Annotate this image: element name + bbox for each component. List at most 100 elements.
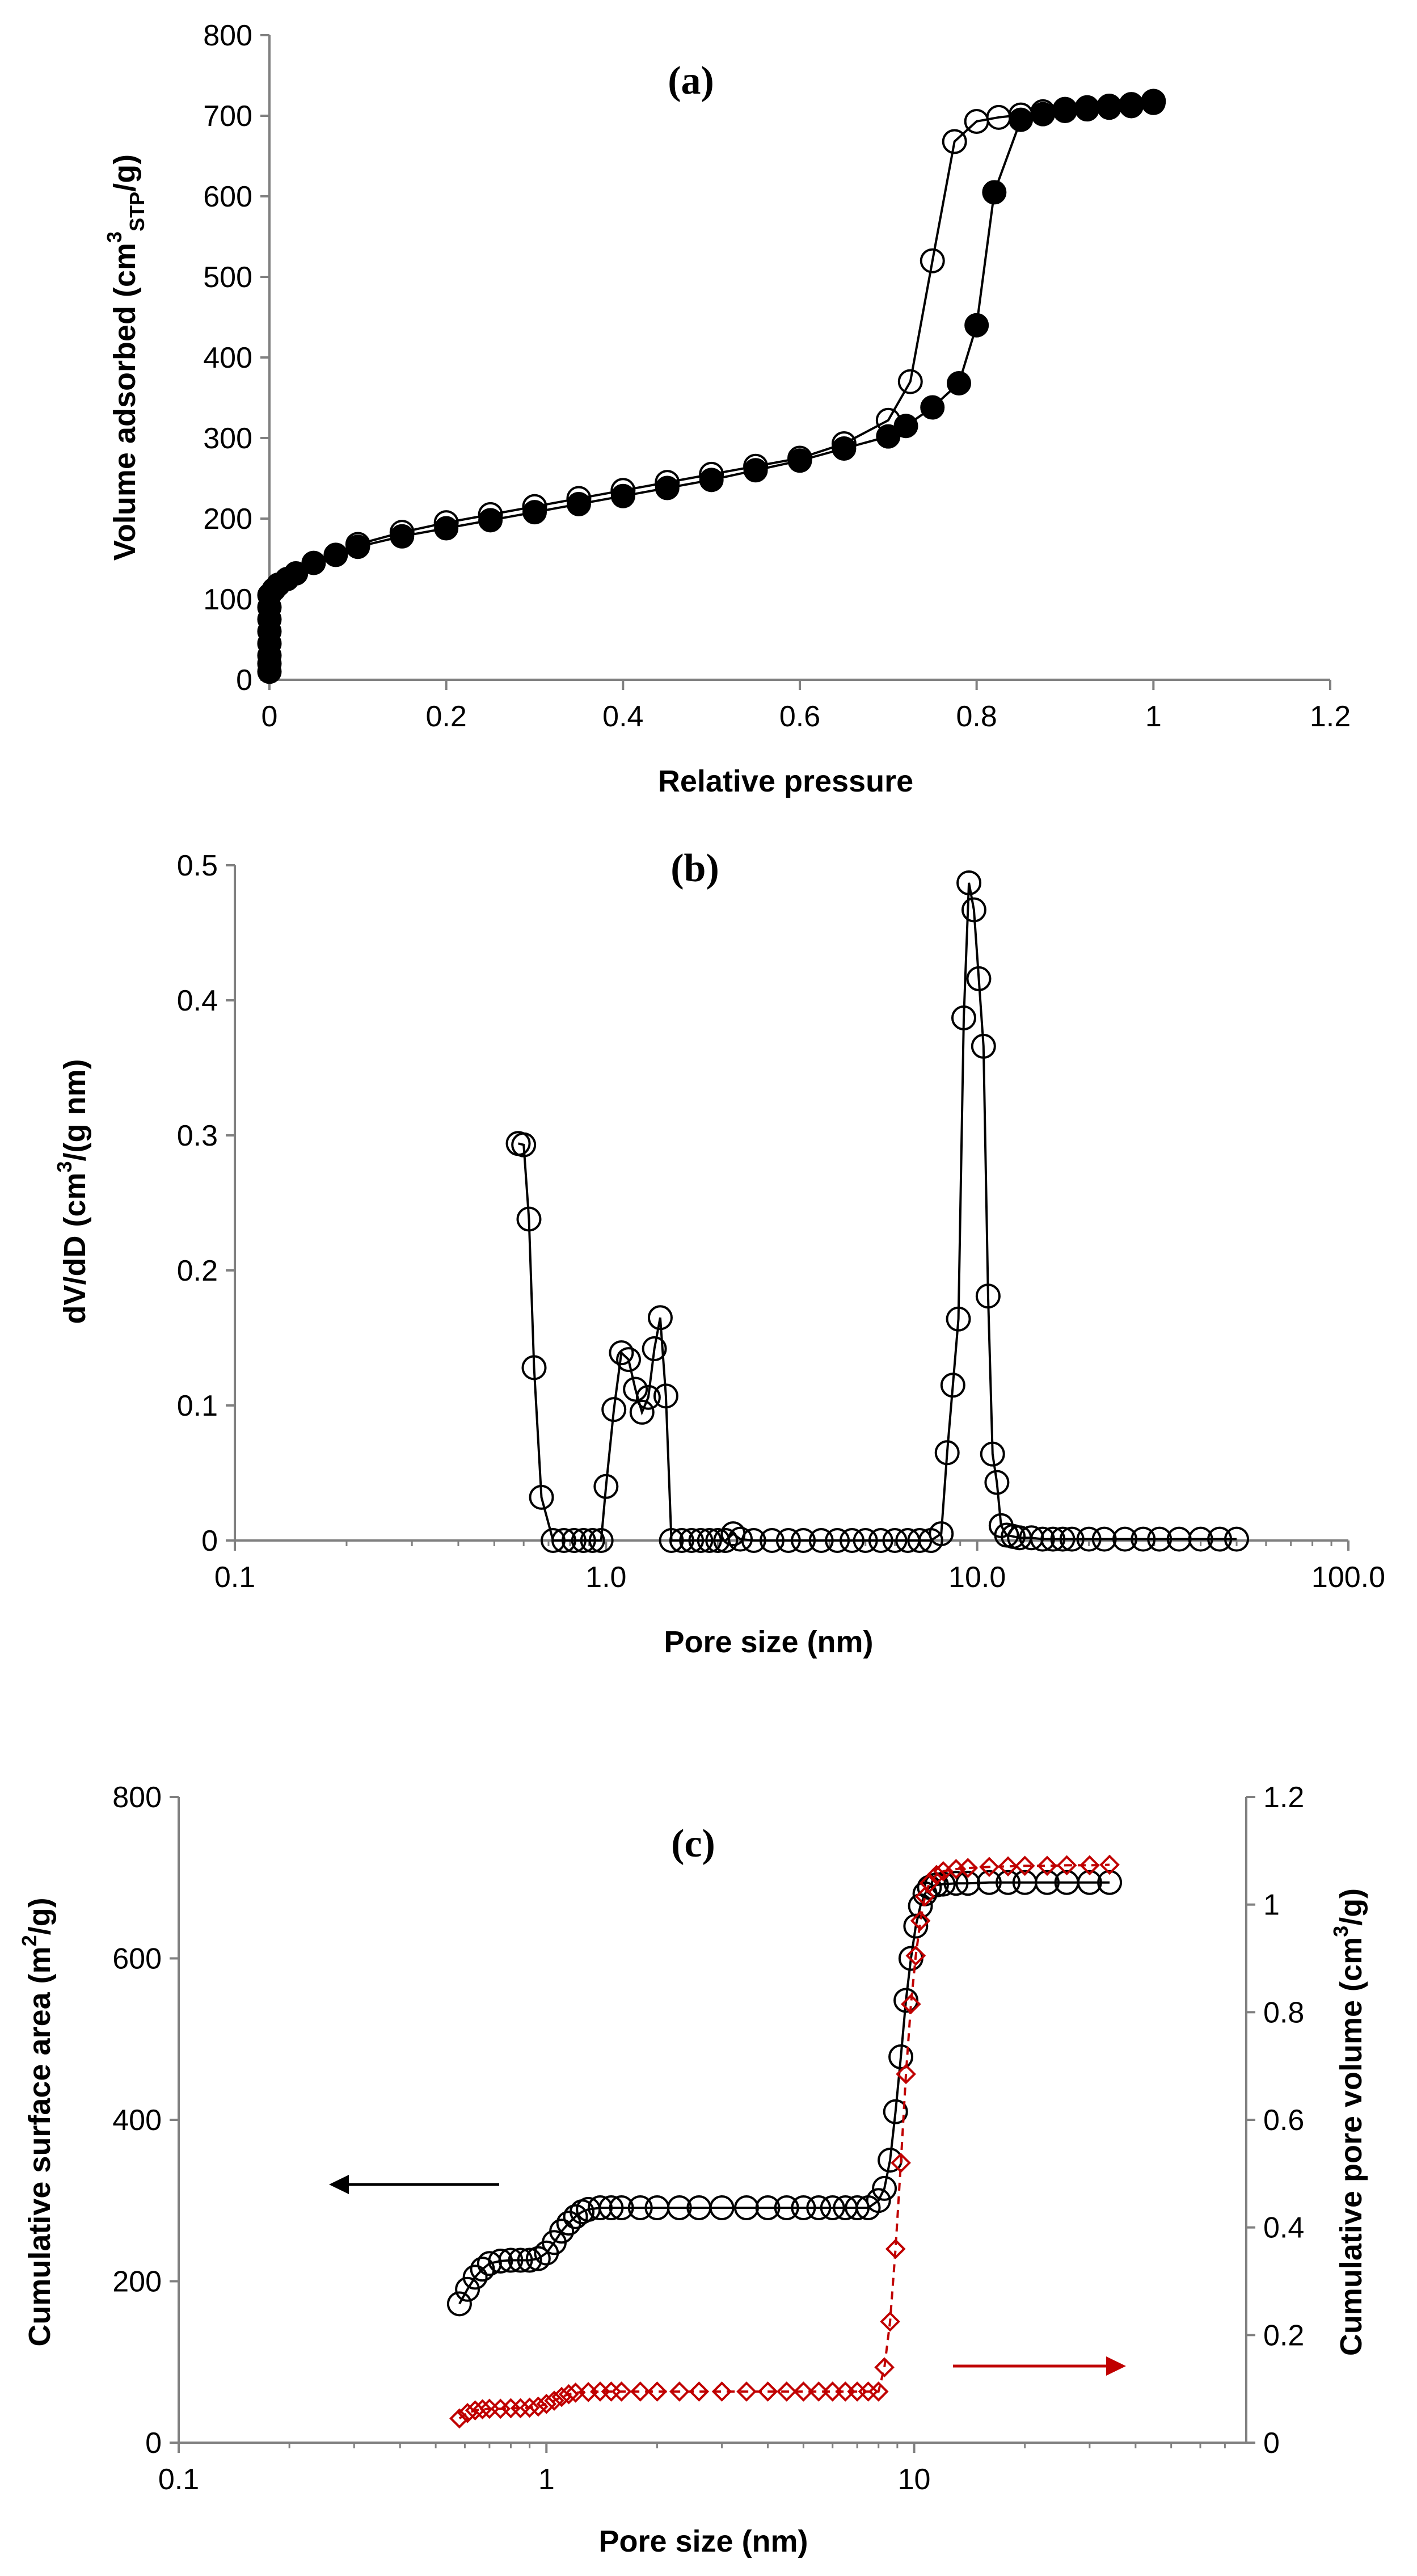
data-point — [874, 2357, 895, 2378]
data-point — [975, 1283, 1001, 1309]
data-point — [610, 478, 636, 503]
data-point — [743, 453, 769, 479]
data-point — [984, 1470, 1010, 1495]
data-point — [655, 470, 680, 495]
data-point — [926, 1864, 947, 1885]
data-point — [627, 2195, 653, 2221]
data-point — [528, 2396, 549, 2417]
data-point — [808, 1528, 834, 1553]
series-line-desorption — [357, 100, 1154, 546]
data-point — [791, 1528, 816, 1553]
data-point — [659, 1528, 684, 1553]
data-point — [1050, 1526, 1076, 1552]
data-point — [929, 1521, 954, 1547]
data-point — [711, 2381, 732, 2402]
data-point — [629, 1399, 655, 1425]
data-point — [896, 2064, 916, 2085]
data-point — [611, 2381, 632, 2402]
panel-b-y-label: dV/dD (cm3/(g nm) — [53, 1059, 92, 1324]
y-tick-label: 0.3 — [177, 1119, 218, 1152]
data-point — [561, 1528, 587, 1553]
y-tick-label: 300 — [203, 422, 252, 455]
data-point — [947, 371, 971, 395]
data-point — [616, 1347, 642, 1373]
x-tick-label: 100.0 — [1311, 1561, 1385, 1594]
data-point — [1188, 1526, 1213, 1552]
data-point — [519, 2397, 540, 2418]
y-tick-label: 800 — [112, 1781, 162, 1814]
data-point — [588, 2195, 613, 2221]
data-point — [516, 1206, 542, 1232]
data-point — [558, 2384, 579, 2405]
data-point — [630, 2381, 651, 2402]
data-point — [956, 870, 982, 895]
data-point — [966, 966, 992, 991]
series-line-adsorption — [268, 102, 1154, 672]
data-point — [669, 2381, 690, 2402]
data-point — [593, 1474, 619, 1499]
data-point — [580, 1528, 605, 1553]
y2-tick-label: 1 — [1263, 1889, 1280, 1922]
panel-a-x-label: Relative pressure — [658, 764, 913, 798]
data-point — [919, 1872, 940, 1893]
data-point — [775, 1528, 801, 1553]
data-point — [1166, 1526, 1192, 1552]
data-point — [601, 1397, 627, 1422]
data-point — [647, 1305, 673, 1331]
data-point — [888, 2044, 914, 2070]
data-point — [521, 1355, 547, 1380]
data-point — [942, 129, 967, 154]
data-point — [831, 431, 857, 456]
panel-b-label: (b) — [670, 847, 719, 890]
data-point — [540, 1528, 566, 1553]
y2-tick-label: 1.2 — [1263, 1781, 1304, 1814]
data-point — [961, 897, 986, 923]
left-axis-arrowhead — [329, 2175, 349, 2194]
data-point — [793, 2381, 814, 2402]
data-point — [759, 1528, 785, 1553]
data-point — [510, 2398, 531, 2419]
data-point — [462, 2264, 488, 2290]
series-line-pore-size-distribution — [518, 882, 1237, 1542]
data-point — [791, 2195, 816, 2221]
y-tick-label: 400 — [112, 2104, 162, 2137]
data-point — [1040, 1526, 1066, 1552]
data-point — [875, 407, 901, 433]
data-point — [642, 1336, 667, 1362]
data-point — [979, 1857, 1000, 1878]
data-point — [389, 520, 415, 545]
panel-b-x-label: Pore size (nm) — [664, 1625, 873, 1659]
data-point — [1009, 107, 1034, 132]
y-tick-label: 700 — [203, 100, 252, 133]
data-point — [446, 2291, 472, 2317]
data-point — [903, 1913, 929, 1939]
panel-c-y2-label: Cumulative pore volume (cm3/g) — [1329, 1888, 1368, 2356]
data-point — [1076, 1526, 1102, 1552]
data-point — [551, 1528, 577, 1553]
data-point — [544, 2390, 564, 2411]
series-line-cumulative-pore-volume — [458, 1863, 1110, 2419]
y-tick-label: 0.4 — [177, 984, 218, 1017]
data-point — [449, 2408, 470, 2429]
x-tick-label: 0.4 — [602, 700, 643, 733]
panel-c: 0 200 400 600 800 0 0.2 0.4 0.6 0.8 1 1.2 0.1 1 10 (c)… — [18, 1781, 1368, 2558]
data-point — [699, 461, 724, 487]
y-tick-label: 0 — [236, 664, 252, 697]
data-point — [728, 1526, 753, 1552]
right-axis-arrowhead — [1106, 2356, 1126, 2376]
data-point — [883, 2099, 908, 2124]
data-point — [951, 1005, 976, 1030]
data-point — [872, 2175, 897, 2201]
data-point — [472, 2399, 493, 2420]
data-point — [980, 1441, 1005, 1467]
data-point — [880, 2311, 900, 2332]
x-tick-label: 0.1 — [214, 1561, 255, 1594]
data-point — [688, 1528, 714, 1553]
data-point — [455, 2276, 480, 2302]
data-point — [1079, 1855, 1100, 1876]
y-tick-label: 600 — [203, 180, 252, 213]
data-point — [920, 395, 945, 420]
data-point — [866, 2188, 891, 2213]
data-point — [1077, 1870, 1102, 1895]
